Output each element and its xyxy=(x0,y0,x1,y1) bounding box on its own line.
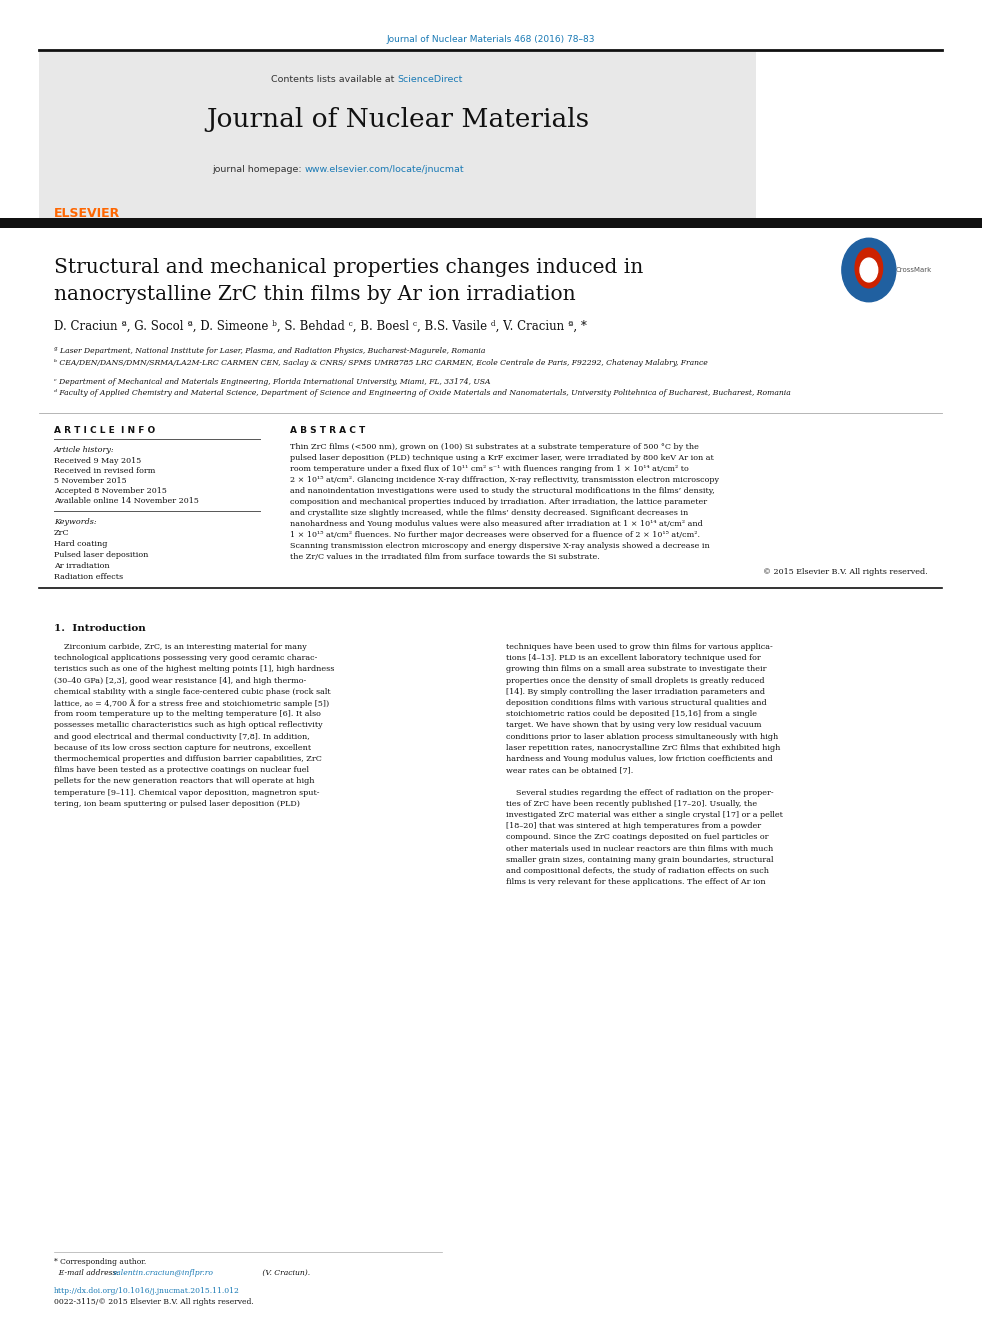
Text: lattice, a₀ = 4,700 Å for a stress free and stoichiometric sample [5]): lattice, a₀ = 4,700 Å for a stress free … xyxy=(54,699,329,708)
Text: room temperature under a fixed flux of 10¹¹ cm² s⁻¹ with fluences ranging from 1: room temperature under a fixed flux of 1… xyxy=(290,464,688,474)
Text: (V. Craciun).: (V. Craciun). xyxy=(260,1269,310,1277)
Text: 2 × 10¹⁵ at/cm². Glancing incidence X-ray diffraction, X-ray reflectivity, trans: 2 × 10¹⁵ at/cm². Glancing incidence X-ra… xyxy=(290,476,718,484)
Text: Several studies regarding the effect of radiation on the proper-: Several studies regarding the effect of … xyxy=(506,789,773,796)
Text: thermochemical properties and diffusion barrier capabilities, ZrC: thermochemical properties and diffusion … xyxy=(54,755,321,763)
Text: laser repetition rates, nanocrystalline ZrC films that exhibited high: laser repetition rates, nanocrystalline … xyxy=(506,744,780,751)
FancyBboxPatch shape xyxy=(0,218,982,228)
Text: nanocrystalline ZrC thin films by Ar ion irradiation: nanocrystalline ZrC thin films by Ar ion… xyxy=(54,284,575,304)
Text: nanohardness and Young modulus values were also measured after irradiation at 1 : nanohardness and Young modulus values we… xyxy=(290,520,702,528)
Text: ª Laser Department, National Institute for Laser, Plasma, and Radiation Physics,: ª Laser Department, National Institute f… xyxy=(54,347,485,355)
Text: Structural and mechanical properties changes induced in: Structural and mechanical properties cha… xyxy=(54,258,643,277)
Text: 0022-3115/© 2015 Elsevier B.V. All rights reserved.: 0022-3115/© 2015 Elsevier B.V. All right… xyxy=(54,1298,254,1306)
Text: films have been tested as a protective coatings on nuclear fuel: films have been tested as a protective c… xyxy=(54,766,309,774)
Text: (30–40 GPa) [2,3], good wear resistance [4], and high thermo-: (30–40 GPa) [2,3], good wear resistance … xyxy=(54,676,307,684)
Text: stoichiometric ratios could be deposited [15,16] from a single: stoichiometric ratios could be deposited… xyxy=(506,710,757,718)
Text: Hard coating: Hard coating xyxy=(54,540,107,548)
Text: Thin ZrC films (<500 nm), grown on (100) Si substrates at a substrate temperatur: Thin ZrC films (<500 nm), grown on (100)… xyxy=(290,443,698,451)
Text: and nanoindentation investigations were used to study the structural modificatio: and nanoindentation investigations were … xyxy=(290,487,714,495)
Text: www.elsevier.com/locate/jnucmat: www.elsevier.com/locate/jnucmat xyxy=(305,165,464,175)
Text: tions [4–13]. PLD is an excellent laboratory technique used for: tions [4–13]. PLD is an excellent labora… xyxy=(506,654,760,663)
Text: CrossMark: CrossMark xyxy=(896,267,931,273)
Text: from room temperature up to the melting temperature [6]. It also: from room temperature up to the melting … xyxy=(54,710,320,718)
Text: Received in revised form: Received in revised form xyxy=(54,467,156,475)
Text: target. We have shown that by using very low residual vacuum: target. We have shown that by using very… xyxy=(506,721,761,729)
Text: Accepted 8 November 2015: Accepted 8 November 2015 xyxy=(54,487,167,495)
Text: Scanning transmission electron microscopy and energy dispersive X-ray analysis s: Scanning transmission electron microscop… xyxy=(290,542,709,550)
Text: techniques have been used to grow thin films for various applica-: techniques have been used to grow thin f… xyxy=(506,643,773,651)
Text: composition and mechanical properties induced by irradiation. After irradiation,: composition and mechanical properties in… xyxy=(290,497,706,505)
Text: [18–20] that was sintered at high temperatures from a powder: [18–20] that was sintered at high temper… xyxy=(506,822,761,831)
Text: possesses metallic characteristics such as high optical reflectivity: possesses metallic characteristics such … xyxy=(54,721,322,729)
Text: Available online 14 November 2015: Available online 14 November 2015 xyxy=(54,497,198,505)
Text: http://dx.doi.org/10.1016/j.jnucmat.2015.11.012: http://dx.doi.org/10.1016/j.jnucmat.2015… xyxy=(54,1287,240,1295)
Text: Radiation effects: Radiation effects xyxy=(54,573,123,581)
Text: journal homepage:: journal homepage: xyxy=(211,165,305,175)
Text: conditions prior to laser ablation process simultaneously with high: conditions prior to laser ablation proce… xyxy=(506,733,778,741)
Text: hardness and Young modulus values, low friction coefficients and: hardness and Young modulus values, low f… xyxy=(506,755,772,763)
Ellipse shape xyxy=(855,249,883,288)
Text: tering, ion beam sputtering or pulsed laser deposition (PLD): tering, ion beam sputtering or pulsed la… xyxy=(54,800,300,808)
Ellipse shape xyxy=(860,258,878,282)
Text: Received 9 May 2015: Received 9 May 2015 xyxy=(54,456,141,464)
Text: 1.  Introduction: 1. Introduction xyxy=(54,624,146,632)
Text: A B S T R A C T: A B S T R A C T xyxy=(290,426,365,435)
Text: Ar irradiation: Ar irradiation xyxy=(54,562,110,570)
Text: ᵇ CEA/DEN/DANS/DMN/SRMA/LA2M-LRC CARMEN CEN, Saclay & CNRS/ SPMS UMR8785 LRC CAR: ᵇ CEA/DEN/DANS/DMN/SRMA/LA2M-LRC CARMEN … xyxy=(54,359,707,366)
Text: and crystallite size slightly increased, while the films’ density decreased. Sig: and crystallite size slightly increased,… xyxy=(290,509,687,517)
Text: Contents lists available at: Contents lists available at xyxy=(271,75,398,83)
Text: pellets for the new generation reactors that will operate at high: pellets for the new generation reactors … xyxy=(54,778,314,786)
Text: © 2015 Elsevier B.V. All rights reserved.: © 2015 Elsevier B.V. All rights reserved… xyxy=(763,568,928,576)
FancyBboxPatch shape xyxy=(40,52,756,225)
Text: compound. Since the ZrC coatings deposited on fuel particles or: compound. Since the ZrC coatings deposit… xyxy=(506,833,768,841)
Text: and good electrical and thermal conductivity [7,8]. In addition,: and good electrical and thermal conducti… xyxy=(54,733,310,741)
Text: deposition conditions films with various structural qualities and: deposition conditions films with various… xyxy=(506,699,766,706)
Text: ScienceDirect: ScienceDirect xyxy=(398,75,463,83)
Text: and compositional defects, the study of radiation effects on such: and compositional defects, the study of … xyxy=(506,867,769,875)
Text: other materials used in nuclear reactors are thin films with much: other materials used in nuclear reactors… xyxy=(506,844,773,852)
Text: technological applications possessing very good ceramic charac-: technological applications possessing ve… xyxy=(54,654,317,663)
Text: [14]. By simply controlling the laser irradiation parameters and: [14]. By simply controlling the laser ir… xyxy=(506,688,765,696)
Text: properties once the density of small droplets is greatly reduced: properties once the density of small dro… xyxy=(506,676,764,684)
Text: valentin.craciun@inflpr.ro: valentin.craciun@inflpr.ro xyxy=(113,1269,214,1277)
Text: smaller grain sizes, containing many grain boundaries, structural: smaller grain sizes, containing many gra… xyxy=(506,856,773,864)
Text: the Zr/C values in the irradiated film from surface towards the Si substrate.: the Zr/C values in the irradiated film f… xyxy=(290,553,599,561)
Text: ZrC: ZrC xyxy=(54,529,69,537)
Text: growing thin films on a small area substrate to investigate their: growing thin films on a small area subst… xyxy=(506,665,766,673)
Text: ᶜ Department of Mechanical and Materials Engineering, Florida International Univ: ᶜ Department of Mechanical and Materials… xyxy=(54,378,490,386)
Text: 1 × 10¹⁵ at/cm² fluences. No further major decreases were observed for a fluence: 1 × 10¹⁵ at/cm² fluences. No further maj… xyxy=(290,531,699,538)
Text: Zirconium carbide, ZrC, is an interesting material for many: Zirconium carbide, ZrC, is an interestin… xyxy=(54,643,307,651)
Ellipse shape xyxy=(842,238,896,302)
Text: Journal of Nuclear Materials: Journal of Nuclear Materials xyxy=(206,107,589,132)
Text: ties of ZrC have been recently published [17–20]. Usually, the: ties of ZrC have been recently published… xyxy=(506,800,757,808)
Text: 5 November 2015: 5 November 2015 xyxy=(54,478,127,486)
Text: E-mail address:: E-mail address: xyxy=(54,1269,121,1277)
Text: chemical stability with a single face-centered cubic phase (rock salt: chemical stability with a single face-ce… xyxy=(54,688,330,696)
Text: ᵈ Faculty of Applied Chemistry and Material Science, Department of Science and E: ᵈ Faculty of Applied Chemistry and Mater… xyxy=(54,389,791,397)
Text: films is very relevant for these applications. The effect of Ar ion: films is very relevant for these applica… xyxy=(506,878,765,886)
Text: investigated ZrC material was either a single crystal [17] or a pellet: investigated ZrC material was either a s… xyxy=(506,811,783,819)
Text: temperature [9–11]. Chemical vapor deposition, magnetron sput-: temperature [9–11]. Chemical vapor depos… xyxy=(54,789,319,796)
Text: Pulsed laser deposition: Pulsed laser deposition xyxy=(54,550,149,560)
Text: Keywords:: Keywords: xyxy=(54,519,96,527)
Text: D. Craciun ª, G. Socol ª, D. Simeone ᵇ, S. Behdad ᶜ, B. Boesl ᶜ, B.S. Vasile ᵈ, : D. Craciun ª, G. Socol ª, D. Simeone ᵇ, … xyxy=(54,320,587,333)
Text: wear rates can be obtained [7].: wear rates can be obtained [7]. xyxy=(506,766,633,774)
Text: Journal of Nuclear Materials 468 (2016) 78–83: Journal of Nuclear Materials 468 (2016) … xyxy=(387,34,595,44)
Text: because of its low cross section capture for neutrons, excellent: because of its low cross section capture… xyxy=(54,744,311,751)
Text: A R T I C L E  I N F O: A R T I C L E I N F O xyxy=(54,426,155,435)
Text: teristics such as one of the highest melting points [1], high hardness: teristics such as one of the highest mel… xyxy=(54,665,334,673)
Text: * Corresponding author.: * Corresponding author. xyxy=(54,1258,146,1266)
Text: pulsed laser deposition (PLD) technique using a KrF excimer laser, were irradiat: pulsed laser deposition (PLD) technique … xyxy=(290,454,713,462)
Text: ELSEVIER: ELSEVIER xyxy=(54,206,120,220)
Text: Article history:: Article history: xyxy=(54,446,115,454)
